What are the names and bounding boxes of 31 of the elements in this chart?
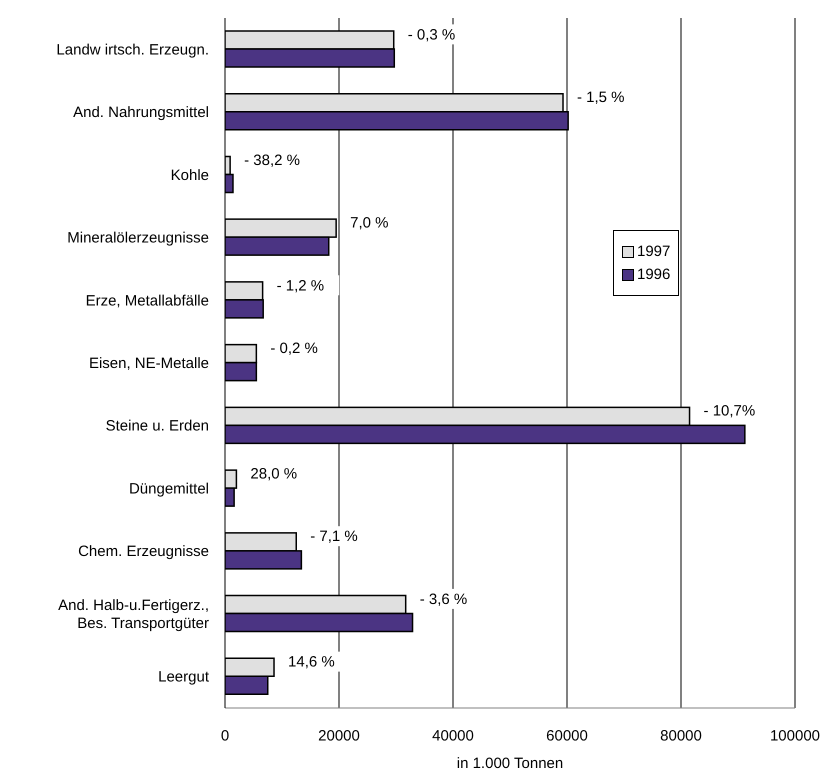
y-tick-label: Landw irtsch. Erzeugn. bbox=[56, 41, 209, 58]
annotation: - 1,2 % bbox=[276, 277, 324, 294]
y-tick-label: And. Halb-u.Fertigerz., Bes. Transportgüter bbox=[58, 596, 210, 632]
annotation: - 3,6 % bbox=[420, 590, 468, 608]
y-tick-label: Eisen, NE-Metalle bbox=[88, 355, 209, 372]
x-tick-label: 80000 bbox=[660, 728, 702, 745]
x-tick-label: 60000 bbox=[546, 728, 588, 745]
y-tick-label: Chem. Erzeugnisse bbox=[78, 543, 209, 560]
annotation: 14,6 % bbox=[288, 654, 335, 671]
annotation: - 7,1 % bbox=[310, 528, 358, 546]
annotation: - 38,2 % bbox=[244, 152, 300, 169]
y-tick-label: Mineralölerzeugnisse bbox=[67, 230, 209, 247]
legend-label: 1997 bbox=[637, 243, 670, 260]
y-tick-label: And. Nahrungsmittel bbox=[73, 104, 209, 122]
y-tick-label: Leergut bbox=[158, 668, 210, 686]
x-tick-label: 20000 bbox=[318, 728, 360, 745]
annotation: - 0,2 % bbox=[270, 340, 318, 357]
x-tick-label: 0 bbox=[220, 728, 230, 745]
y-tick-label: Düngemittel bbox=[128, 480, 209, 498]
legend-label: 1996 bbox=[637, 266, 670, 283]
y-tick-label: Steine u. Erden bbox=[106, 418, 209, 435]
annotation: - 1,5 % bbox=[577, 89, 625, 106]
x-tick-label: 40000 bbox=[432, 728, 474, 745]
annotation: 28,0 % bbox=[250, 465, 298, 482]
x-axis-title: in 1.000 Tonnen bbox=[456, 755, 564, 772]
y-tick-label: Erze, Metallabfälle bbox=[86, 292, 209, 310]
x-tick-label: 100000 bbox=[770, 728, 820, 745]
annotation: - 0,3 % bbox=[408, 26, 456, 44]
y-tick-label: Kohle bbox=[170, 166, 209, 184]
annotation: - 10,7% bbox=[704, 402, 756, 420]
annotation: 7,0 % bbox=[350, 214, 389, 232]
